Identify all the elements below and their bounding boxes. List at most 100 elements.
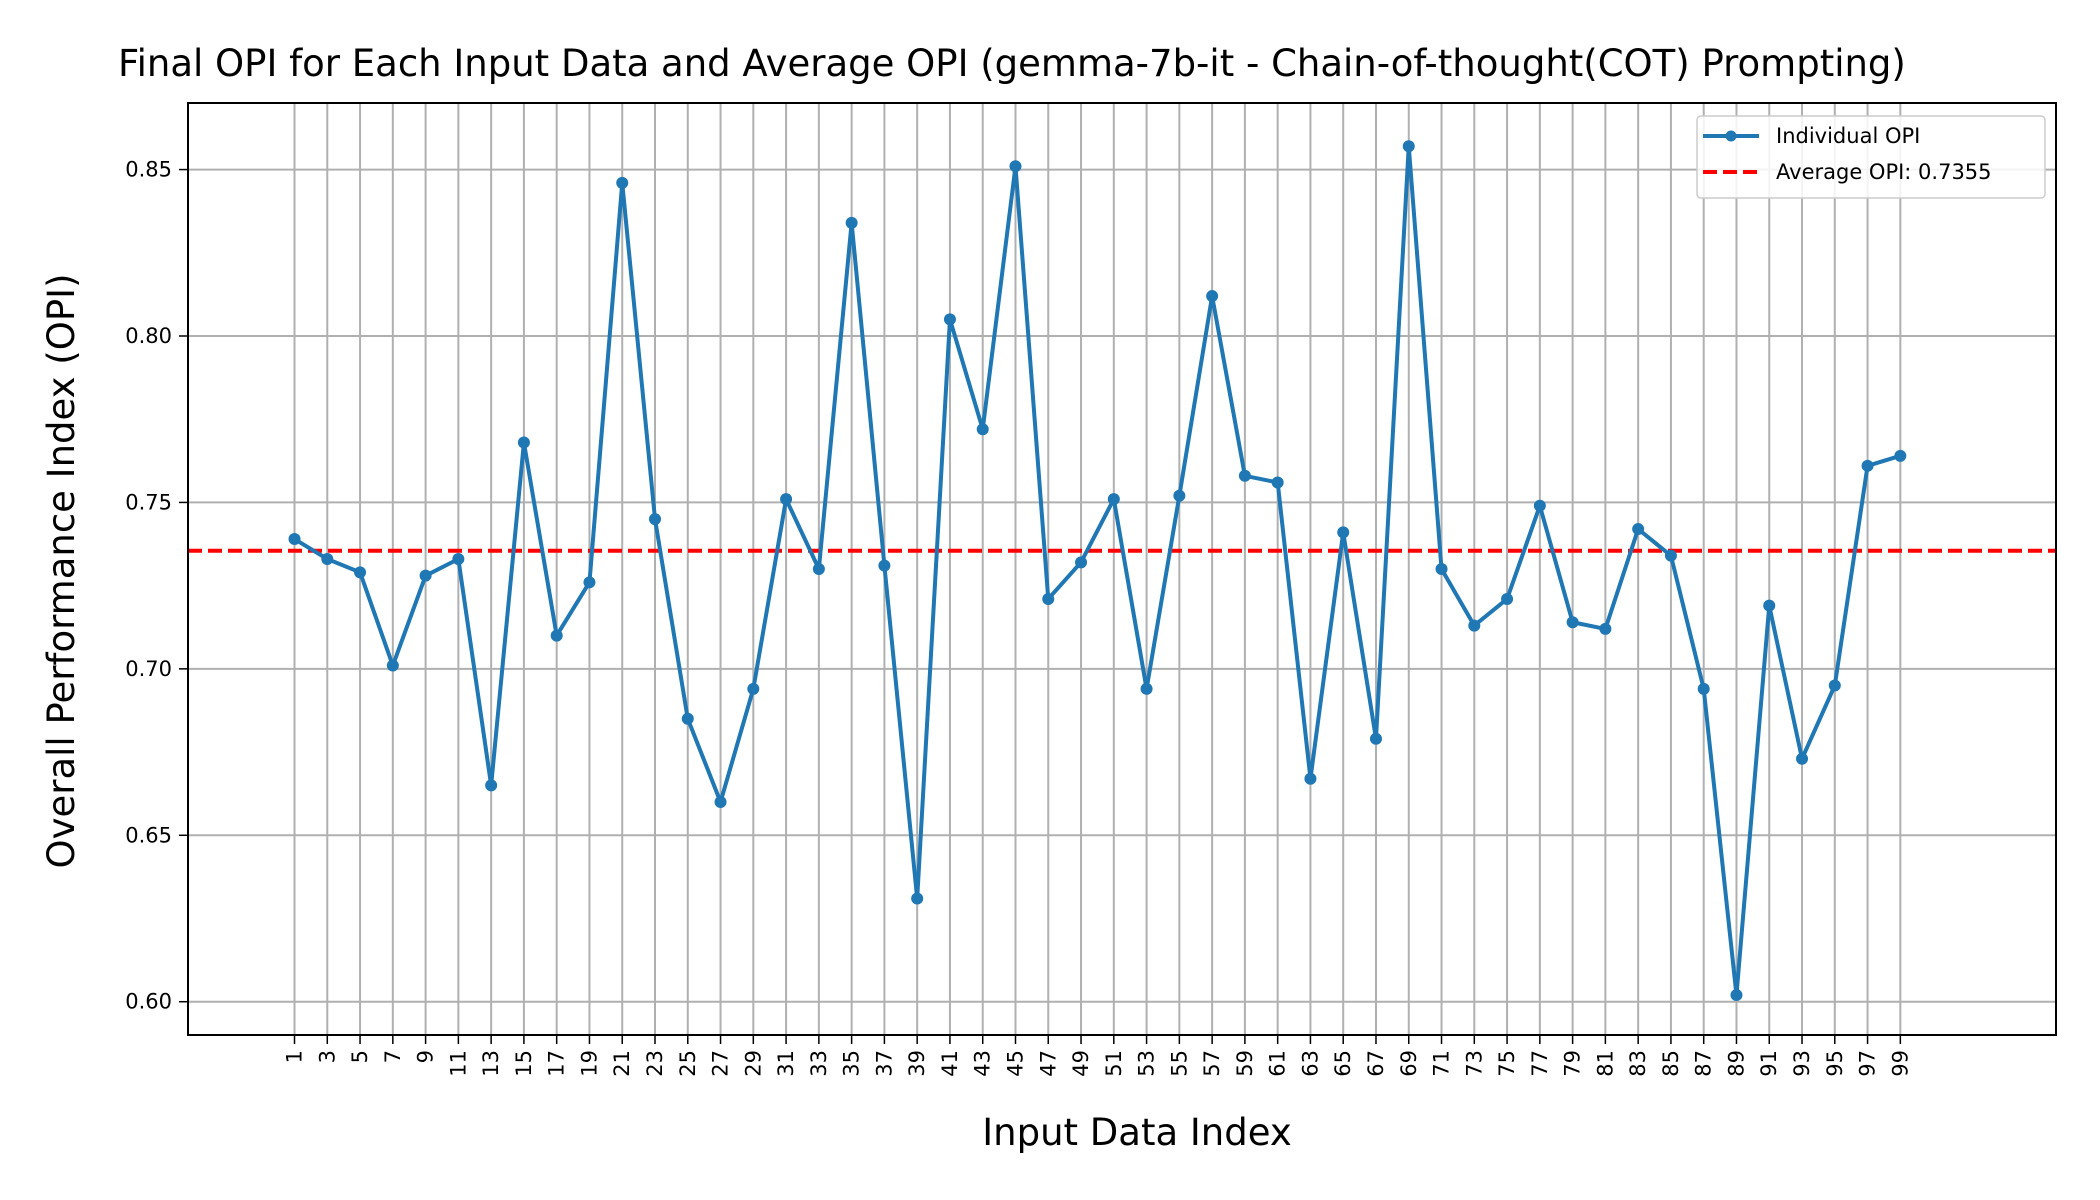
y-axis-label: Overall Performance Index (OPI) (40, 273, 83, 868)
data-point (583, 576, 596, 589)
data-point (845, 216, 858, 229)
legend-series-marker (1725, 130, 1737, 142)
data-point (780, 493, 793, 506)
x-tick-label: 67 (1364, 1050, 1388, 1077)
data-point (1697, 682, 1710, 695)
data-point (1632, 523, 1645, 536)
data-point (1796, 752, 1809, 765)
data-point (878, 559, 891, 572)
x-tick-label: 63 (1298, 1050, 1322, 1077)
x-tick-label: 77 (1528, 1050, 1552, 1077)
y-tick-label: 0.70 (125, 657, 172, 681)
x-ticks: 1 3 5 7 9 11 13 15 17 19 21 23 25 27 29 31 33 35 37 39 41 43 4… (283, 1035, 1912, 1077)
x-tick-label: 33 (807, 1050, 831, 1077)
data-point (1402, 140, 1415, 153)
y-tick-label: 0.80 (125, 324, 172, 348)
legend-series-label: Individual OPI (1776, 124, 1920, 148)
x-tick-label: 71 (1430, 1050, 1454, 1077)
x-tick-label: 85 (1659, 1050, 1683, 1077)
x-tick-label: 45 (1003, 1050, 1027, 1077)
x-tick-label: 93 (1790, 1050, 1814, 1077)
x-tick-label: 21 (610, 1050, 634, 1077)
x-tick-label: 15 (512, 1050, 536, 1077)
data-point (1763, 599, 1776, 612)
data-point (1140, 682, 1153, 695)
y-tick-label: 0.85 (125, 158, 172, 182)
series-line (293, 144, 1901, 998)
x-tick-label: 7 (381, 1050, 405, 1063)
x-tick-label: 41 (938, 1050, 962, 1077)
data-point (1828, 679, 1841, 692)
data-point (1566, 616, 1579, 629)
data-point (1173, 489, 1186, 502)
data-point (1435, 563, 1448, 575)
data-point (1599, 622, 1612, 635)
x-tick-label: 27 (709, 1050, 733, 1077)
x-tick-label: 73 (1462, 1050, 1486, 1077)
x-tick-label: 1 (283, 1050, 307, 1063)
data-point (1730, 989, 1743, 1002)
x-axis-label: Input Data Index (982, 1111, 1292, 1154)
x-tick-label: 43 (971, 1050, 995, 1077)
chart-title: Final OPI for Each Input Data and Averag… (118, 42, 1906, 85)
data-point (1664, 549, 1677, 562)
data-point (386, 659, 399, 672)
x-tick-label: 9 (414, 1050, 438, 1063)
x-tick-label: 11 (446, 1050, 470, 1077)
x-tick-label: 81 (1593, 1050, 1617, 1077)
x-tick-label: 69 (1397, 1050, 1421, 1077)
x-tick-label: 13 (479, 1050, 503, 1077)
data-point (1861, 459, 1874, 472)
x-tick-label: 31 (774, 1050, 798, 1077)
data-point (354, 566, 367, 579)
legend: Individual OPI Average OPI: 0.7355 (1696, 115, 2046, 199)
data-point (517, 436, 530, 449)
plot-frame (187, 102, 2057, 1036)
data-point (649, 513, 661, 526)
data-point (1107, 493, 1120, 506)
data-point (1501, 592, 1514, 605)
x-tick-label: 37 (872, 1050, 896, 1077)
x-tick-label: 99 (1888, 1050, 1912, 1077)
x-tick-label: 75 (1495, 1050, 1519, 1077)
data-point (812, 563, 825, 575)
x-tick-label: 53 (1135, 1050, 1159, 1077)
x-tick-label: 23 (643, 1050, 667, 1077)
x-tick-label: 97 (1856, 1050, 1880, 1077)
data-point (1533, 499, 1546, 512)
x-tick-label: 91 (1757, 1050, 1781, 1077)
y-tick-label: 0.65 (125, 823, 172, 847)
data-point (321, 553, 334, 566)
x-tick-label: 55 (1167, 1050, 1191, 1077)
x-tick-label: 5 (348, 1050, 372, 1063)
data-point (911, 892, 924, 905)
x-tick-label: 35 (840, 1050, 864, 1077)
data-point (616, 176, 629, 189)
x-tick-label: 39 (905, 1050, 929, 1077)
x-tick-label: 49 (1069, 1050, 1093, 1077)
x-tick-label: 89 (1724, 1050, 1748, 1077)
series-layer (288, 140, 1907, 1002)
x-tick-label: 17 (545, 1050, 569, 1077)
x-tick-label: 65 (1331, 1050, 1355, 1077)
data-point (681, 712, 694, 725)
data-point (1304, 772, 1317, 785)
x-tick-label: 51 (1102, 1050, 1126, 1077)
data-point (288, 533, 301, 546)
data-point (1042, 592, 1055, 605)
grid-layer (188, 103, 2056, 1035)
data-point (452, 553, 465, 566)
x-tick-label: 19 (577, 1050, 601, 1077)
data-point (747, 682, 760, 695)
x-tick-label: 61 (1266, 1050, 1290, 1077)
legend-average-label: Average OPI: 0.7355 (1776, 160, 1992, 184)
data-point (1009, 160, 1022, 173)
x-tick-label: 57 (1200, 1050, 1224, 1077)
data-point (1206, 290, 1219, 303)
data-point (1238, 469, 1251, 482)
y-ticks: 0.60 0.65 0.70 0.75 0.80 0.85 (125, 158, 188, 1014)
x-tick-label: 79 (1561, 1050, 1585, 1077)
x-tick-label: 29 (741, 1050, 765, 1077)
